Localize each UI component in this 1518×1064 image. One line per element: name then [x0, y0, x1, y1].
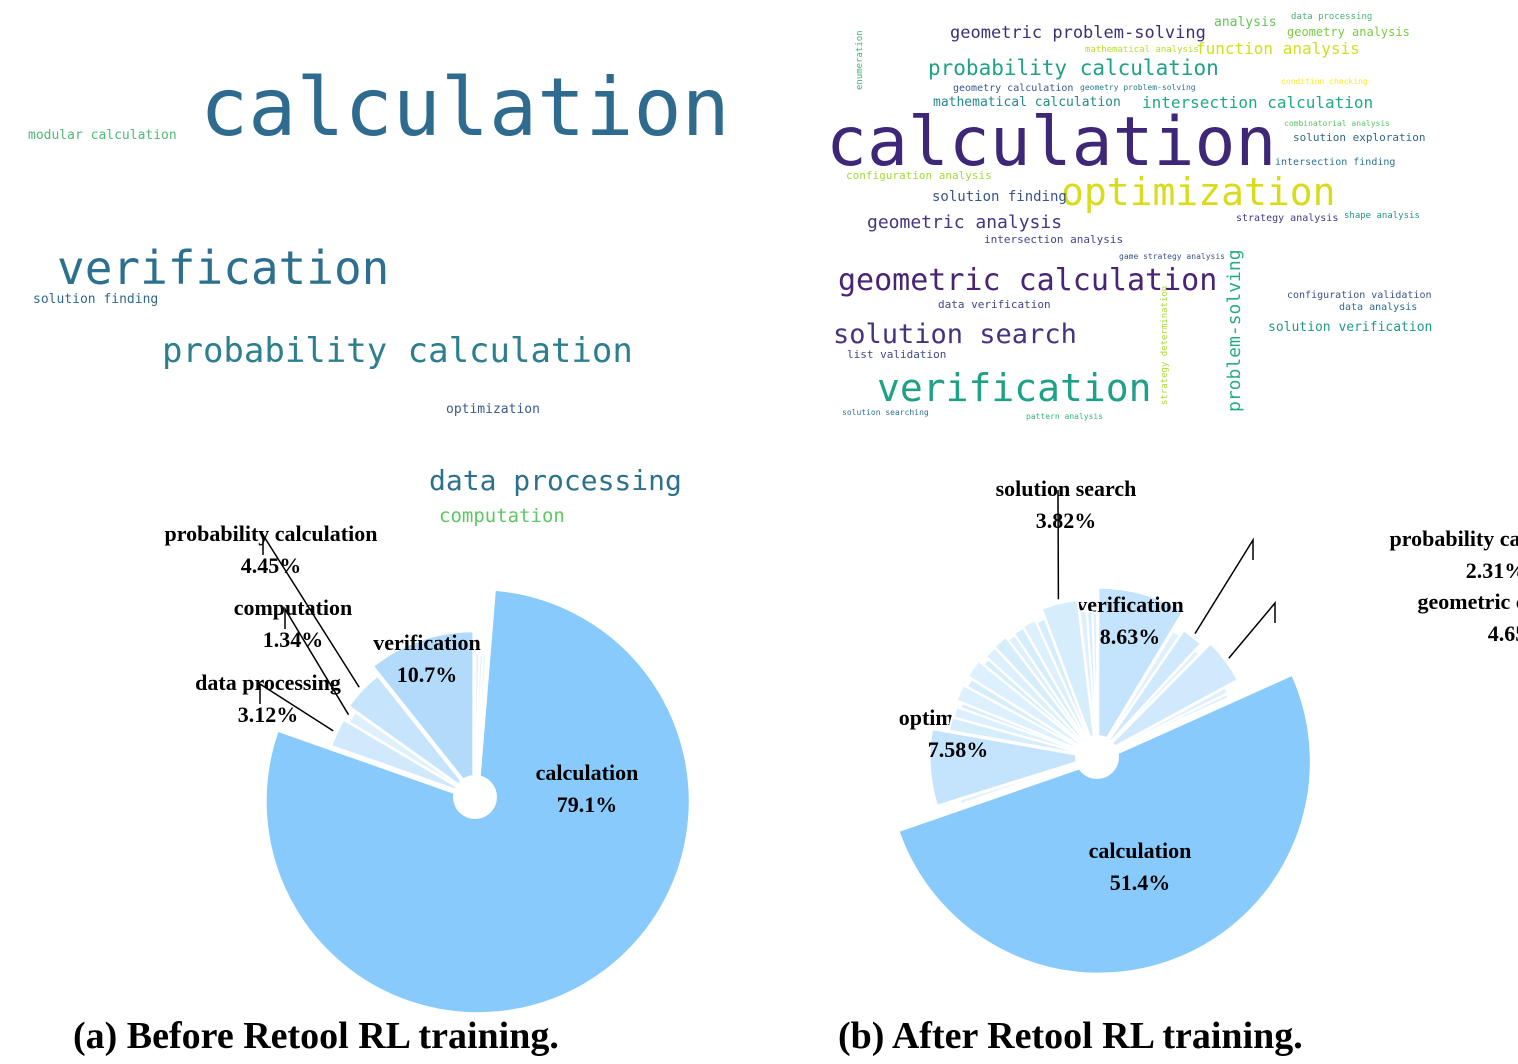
word-cloud-word: strategy determination [1160, 286, 1170, 405]
pie-slice [957, 757, 1093, 806]
slice-value-label: 1.34% [263, 627, 324, 652]
pie-slice [897, 673, 1312, 975]
word-cloud-word: calculation [826, 103, 1276, 182]
word-cloud-word: shape analysis [1344, 211, 1420, 221]
word-cloud-word: intersection finding [1275, 157, 1395, 168]
word-cloud-word: verification [57, 241, 389, 295]
pie-slice [371, 630, 475, 796]
pie-slice [1091, 611, 1098, 753]
pie-slice [474, 654, 488, 793]
word-cloud-word: data analysis [1339, 302, 1417, 313]
slice-value-label: 79.1% [557, 792, 618, 817]
word-cloud-word: strategy analysis [1236, 213, 1338, 224]
slice-label: calculation [1089, 838, 1192, 863]
slice-label: computation [234, 595, 353, 620]
slice-value-label: 3.82% [1036, 508, 1097, 533]
leader-line [262, 532, 360, 688]
word-cloud-word: condition checking [1281, 77, 1368, 86]
word-cloud-word: combinatorial analysis [1284, 119, 1390, 128]
leader-line [1194, 537, 1254, 635]
word-cloud-word: configuration validation [1287, 290, 1432, 301]
pie-slice [1078, 609, 1098, 753]
leader-line [259, 682, 334, 732]
word-cloud-word: intersection analysis [984, 233, 1123, 246]
word-cloud-word: solution searching [842, 408, 929, 417]
word-cloud-word: game strategy analysis [1119, 252, 1225, 261]
slice-label: verification [373, 630, 481, 655]
slice-value-label: 2.31% [1466, 558, 1518, 583]
word-cloud-word: geometric analysis [867, 212, 1062, 233]
word-cloud-word: verification [877, 366, 1152, 410]
pie-slice [1100, 686, 1230, 756]
pie-slice [1101, 692, 1231, 756]
pie-slice [1021, 618, 1096, 754]
slice-label: calculation [536, 760, 639, 785]
pie-slice [347, 674, 473, 795]
slice-value-label: 51.4% [1110, 870, 1171, 895]
word-cloud-word: geometry problem-solving [1080, 83, 1196, 92]
word-cloud-word: optimization [446, 402, 540, 417]
pie-slice [330, 718, 471, 796]
word-cloud-word: computation [439, 505, 565, 527]
slice-value-label: 3.12% [238, 702, 299, 727]
pie-hole [1075, 735, 1119, 779]
slice-label: probability calculation [1390, 526, 1518, 551]
word-cloud-word: calculation [200, 61, 730, 154]
pie-slice [955, 683, 1093, 756]
word-cloud-word: list validation [847, 348, 946, 361]
slice-label: data processing [195, 670, 341, 695]
word-cloud-word: analysis [1214, 15, 1277, 30]
word-cloud-word: function analysis [1196, 39, 1360, 58]
word-cloud-word: geometry calculation [953, 83, 1073, 94]
word-cloud-word: solution finding [932, 189, 1067, 205]
word-cloud-word: configuration analysis [846, 169, 992, 182]
slice-value-label: 7.58% [928, 737, 989, 762]
word-cloud-word: solution search [833, 319, 1077, 350]
word-cloud-word: optimization [1061, 170, 1336, 214]
pie-slice [1097, 586, 1185, 756]
word-cloud-word: probability calculation [162, 331, 633, 371]
word-cloud-word: mathematical calculation [933, 95, 1121, 110]
leader-line [284, 606, 350, 716]
slice-label: probability calculation [165, 521, 378, 546]
slice-value-label: 8.63% [1100, 624, 1161, 649]
word-cloud-word: data processing [429, 464, 682, 497]
word-cloud-word: intersection calculation [1142, 93, 1373, 112]
word-cloud-word: geometry analysis [1287, 25, 1410, 39]
caption: (a) Before Retool RL training. [73, 1015, 559, 1057]
word-cloud-word: geometric calculation [838, 263, 1217, 298]
word-cloud-word: mathematical analysis [1085, 45, 1199, 55]
word-cloud-word: enumeration [855, 30, 865, 90]
leader-line [1228, 600, 1276, 659]
pie-slice [1099, 629, 1203, 754]
word-cloud-word: geometric problem-solving [950, 23, 1206, 43]
caption: (b) After Retool RL training. [838, 1015, 1303, 1057]
pie-slice [928, 728, 1093, 807]
pie-slice [1100, 642, 1240, 755]
word-cloud-word: probability calculation [928, 56, 1219, 80]
pie-slice [966, 659, 1094, 755]
word-cloud-word: solution verification [1268, 320, 1432, 335]
word-cloud-word: solution finding [33, 292, 158, 307]
word-cloud-word: solution exploration [1293, 131, 1425, 144]
pie-slice [993, 635, 1095, 754]
pie-slice [1040, 598, 1097, 753]
slice-value-label: 10.7% [397, 662, 458, 687]
word-cloud-word: pattern analysis [1026, 412, 1103, 421]
word-cloud-word: modular calculation [28, 128, 177, 143]
slice-value-label: 4.65% [1488, 621, 1518, 646]
slice-label: geometric calculation [1418, 589, 1518, 614]
slice-label: solution search [996, 476, 1137, 501]
slice-value-label: 4.45% [241, 553, 302, 578]
word-cloud-word: problem-solving [1224, 249, 1245, 412]
word-cloud-word: data verification [938, 298, 1051, 311]
pie-hole [453, 775, 497, 819]
word-cloud-word: data processing [1291, 12, 1372, 22]
